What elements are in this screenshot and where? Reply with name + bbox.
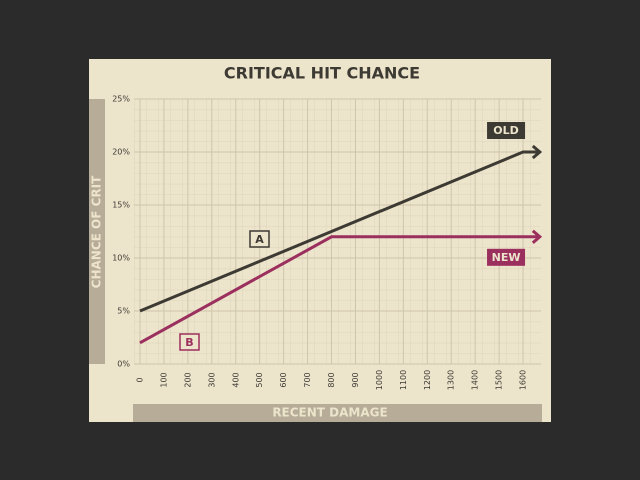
x-tick-label: 400	[231, 372, 240, 387]
x-label-bar	[133, 404, 542, 422]
y-tick-label: 15%	[112, 201, 130, 210]
x-tick-label: 200	[183, 372, 192, 387]
x-tick-label: 300	[207, 372, 216, 387]
x-tick-label: 1200	[423, 370, 432, 390]
legend-box	[487, 248, 526, 266]
y-label-bar	[89, 99, 105, 364]
annotation: A	[255, 233, 264, 246]
x-tick-label: 1100	[399, 370, 408, 390]
arrow-head	[531, 229, 543, 244]
annotation-box	[249, 230, 270, 248]
arrow-head	[531, 144, 543, 160]
minor-grid	[134, 99, 541, 364]
legend-label: NEW	[492, 251, 521, 264]
x-tick-label: 600	[279, 372, 288, 387]
x-tick-label: 1400	[471, 370, 480, 390]
y-tick-label: 20%	[112, 148, 130, 157]
annotation: B	[185, 336, 193, 349]
annotation-box	[179, 333, 200, 351]
x-tick-label: 100	[159, 372, 168, 387]
y-axis-label: CHANCE OF CRIT	[90, 175, 104, 288]
y-tick-label: 0%	[117, 360, 130, 369]
line	[139, 150, 540, 313]
y-tick-label: 5%	[117, 307, 130, 316]
x-tick-label: 800	[327, 372, 336, 387]
chart-title: CRITICAL HIT CHANCE	[224, 64, 420, 83]
legend-box	[487, 122, 526, 139]
x-tick-label: 1300	[447, 370, 456, 390]
x-axis-label: RECENT DAMAGE	[272, 406, 387, 420]
legend-label: OLD	[493, 124, 519, 137]
y-tick-label: 25%	[112, 95, 130, 104]
x-tick-label: 1000	[375, 370, 384, 390]
line	[139, 235, 540, 345]
y-tick-label: 10%	[112, 254, 130, 263]
x-tick-label: 900	[351, 372, 360, 387]
x-tick-label: 1500	[495, 370, 504, 390]
x-tick-label: 0	[135, 377, 144, 382]
x-tick-label: 700	[303, 372, 312, 387]
x-tick-label: 500	[255, 372, 264, 387]
x-tick-label: 1600	[519, 370, 528, 390]
